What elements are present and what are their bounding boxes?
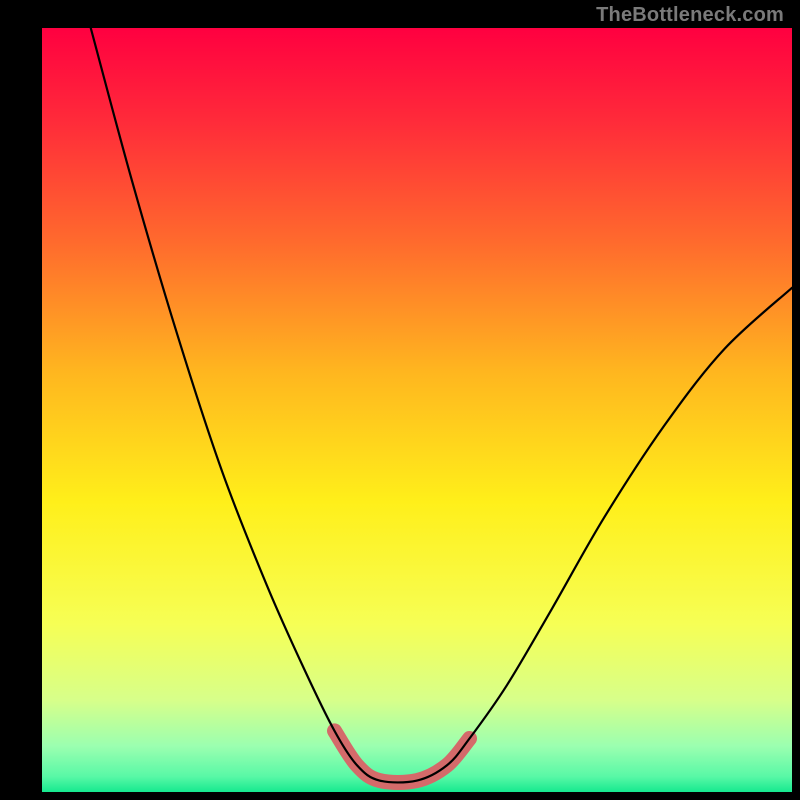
- watermark-text: TheBottleneck.com: [596, 4, 784, 27]
- bottom-highlight-path: [335, 731, 470, 783]
- v-curve-path: [91, 28, 792, 782]
- chart-root: TheBottleneck.com: [0, 0, 800, 800]
- curve-overlay: [42, 28, 792, 792]
- plot-area: [42, 28, 792, 792]
